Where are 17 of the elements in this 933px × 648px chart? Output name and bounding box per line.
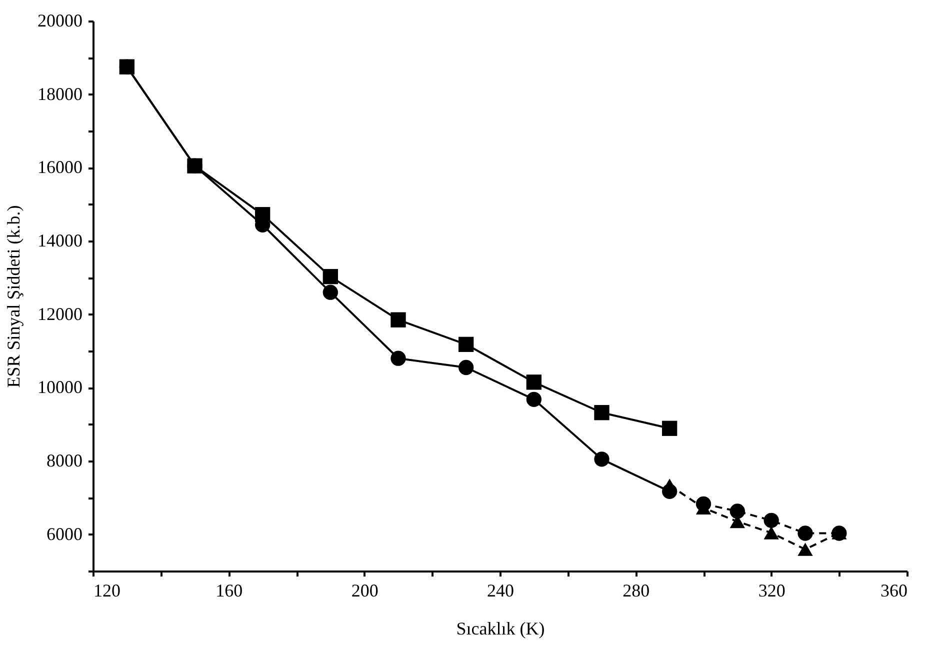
- y-tick-label: 14000: [38, 230, 82, 250]
- y-tick-label: 10000: [38, 377, 82, 398]
- x-tick-label: 200: [351, 580, 378, 600]
- x-tick-label: 120: [94, 580, 120, 600]
- y-tick-label: 8000: [46, 450, 82, 470]
- x-axis-title: Sıcaklık (K): [456, 618, 545, 638]
- x-tick-label: 320: [758, 580, 786, 600]
- x-tick-label: 160: [216, 580, 243, 600]
- x-tick-label: 240: [487, 580, 514, 600]
- y-tick-label: 16000: [38, 157, 82, 178]
- y-tick-label: 6000: [46, 524, 82, 544]
- x-tick-label: 280: [622, 580, 650, 600]
- x-tick-label: 360: [880, 580, 908, 600]
- y-axis-title: ESR Sinyal Şiddeti (k.b.): [4, 205, 24, 388]
- y-tick-label: 20000: [38, 10, 82, 30]
- y-tick-label: 18000: [38, 84, 82, 104]
- y-tick-label: 12000: [38, 304, 82, 324]
